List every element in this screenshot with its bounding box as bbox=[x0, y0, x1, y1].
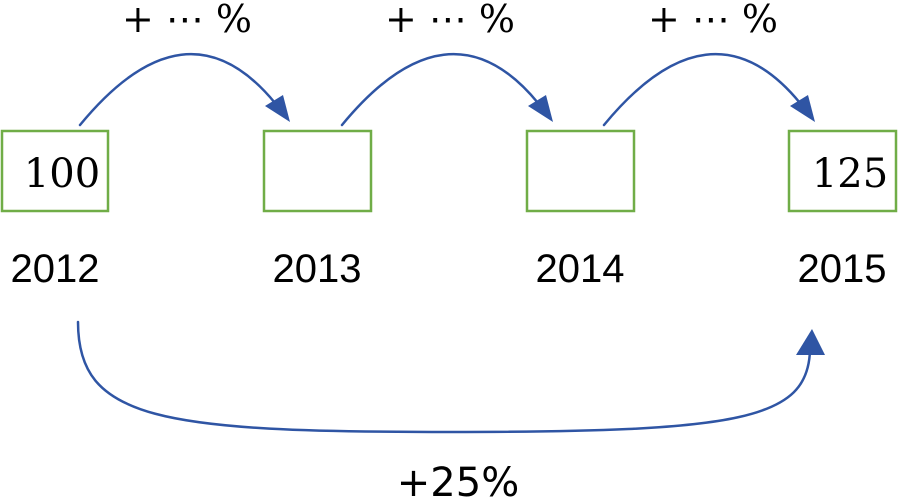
step-change-label-2014-2015: + ⋯ % bbox=[648, 0, 778, 41]
year-label-2012: 2012 bbox=[11, 247, 100, 291]
value-box-2015 bbox=[787, 129, 898, 213]
step-arrow-2012-2013 bbox=[78, 52, 277, 127]
value-box-2012-text: 100 bbox=[24, 151, 100, 197]
step-change-label-2013-2014: + ⋯ % bbox=[385, 0, 515, 41]
step-arrowhead-2014-2015 bbox=[790, 95, 815, 122]
value-box-2013 bbox=[262, 129, 373, 213]
year-label-2015: 2015 bbox=[798, 247, 887, 291]
value-box-2012 bbox=[0, 129, 110, 213]
total-change-label: +25% bbox=[397, 460, 519, 501]
total-change-arrowhead bbox=[796, 329, 825, 355]
step-change-label-2012-2013: + ⋯ % bbox=[122, 0, 252, 41]
year-label-2013: 2013 bbox=[273, 247, 362, 291]
step-arrow-2014-2015 bbox=[602, 52, 802, 127]
value-box-2015-text: 125 bbox=[812, 151, 888, 197]
step-arrowhead-2012-2013 bbox=[265, 95, 290, 122]
total-change-arrow bbox=[76, 320, 812, 434]
value-box-2014 bbox=[525, 129, 636, 213]
step-arrow-2013-2014 bbox=[340, 52, 540, 127]
year-label-2014: 2014 bbox=[536, 247, 625, 291]
step-arrowhead-2013-2014 bbox=[528, 95, 553, 122]
